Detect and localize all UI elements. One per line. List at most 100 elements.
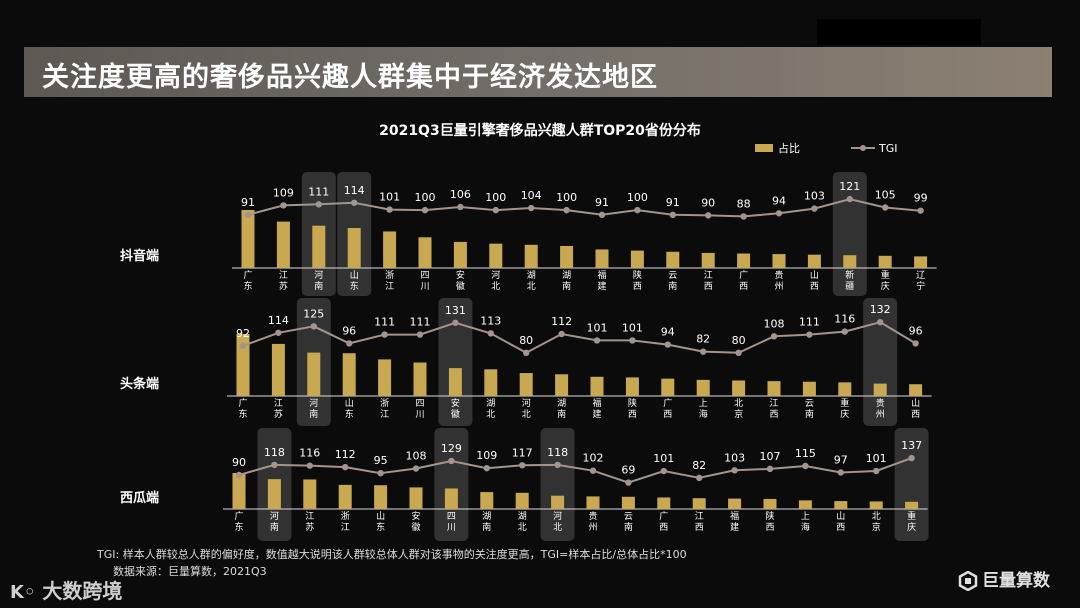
highlight-box-河北 — [540, 428, 575, 541]
tgi-point — [873, 467, 880, 475]
tgi-point — [593, 337, 601, 344]
tgi-point — [598, 211, 606, 219]
title-banner — [24, 47, 1052, 97]
tgi-value-label: 80 — [519, 334, 533, 347]
category-label-top: 上 — [699, 398, 708, 409]
category-label-bottom: 京 — [734, 408, 743, 420]
tgi-point — [740, 213, 747, 220]
category-label-bottom: 北 — [491, 281, 500, 292]
legend-bar-label: 占比 — [778, 141, 800, 155]
tgi-point — [589, 467, 597, 474]
bar — [409, 487, 423, 509]
tgi-value-label: 100 — [415, 191, 436, 204]
tgi-point — [841, 328, 848, 335]
tgi-value-label: 103 — [724, 451, 745, 464]
tgi-point — [811, 205, 818, 212]
tgi-point — [917, 207, 924, 214]
category-label-top: 河 — [522, 397, 531, 409]
legend-line-dot — [860, 145, 866, 151]
tgi-point — [235, 471, 243, 479]
category-label-bottom: 东 — [234, 521, 243, 533]
tgi-point — [306, 462, 313, 469]
tgi-point — [377, 470, 384, 477]
category-label-top: 江 — [704, 270, 713, 281]
category-label-top: 云 — [668, 271, 677, 281]
category-label-bottom: 西 — [628, 409, 637, 420]
tgi-point — [239, 342, 247, 349]
tgi-value-label: 109 — [273, 186, 294, 199]
tgi-point — [837, 469, 844, 476]
category-label-bottom: 西 — [765, 522, 774, 533]
bar — [696, 379, 710, 396]
bar — [772, 254, 786, 268]
tgi-value-label: 101 — [653, 452, 674, 465]
category-label-bottom: 南 — [557, 408, 566, 420]
tgi-value-label: 90 — [701, 196, 715, 209]
tgi-point — [421, 206, 429, 214]
category-label-bottom: 庆 — [907, 521, 916, 533]
category-label-top: 湖 — [557, 398, 566, 409]
highlight-box-安徽 — [438, 298, 473, 426]
tgi-point — [669, 211, 676, 219]
category-label-bottom: 徽 — [451, 408, 460, 420]
tgi-value-label: 88 — [737, 197, 751, 210]
tgi-value-label: 111 — [308, 185, 329, 198]
tgi-value-label: 91 — [595, 196, 609, 209]
tgi-point — [416, 331, 424, 338]
category-label-top: 福 — [592, 397, 601, 409]
tgi-value-label: 105 — [875, 189, 896, 202]
hexagon-logo-icon — [958, 570, 978, 592]
tgi-point — [770, 333, 778, 340]
tgi-point — [271, 461, 278, 469]
bar — [241, 210, 255, 268]
legend-bar-swatch — [755, 144, 773, 152]
tgi-value-label: 114 — [344, 184, 365, 197]
category-label-bottom: 苏 — [279, 280, 288, 292]
category-label-top: 浙 — [341, 510, 350, 522]
tgi-value-label: 118 — [547, 446, 568, 459]
tgi-point — [802, 462, 809, 470]
bar — [728, 498, 742, 509]
category-label-top: 江 — [274, 398, 283, 409]
category-label-bottom: 州 — [588, 522, 597, 533]
bar — [413, 362, 427, 396]
tgi-point — [806, 331, 813, 338]
tgi-value-label: 116 — [834, 313, 855, 326]
category-label-bottom: 苏 — [305, 521, 314, 533]
tgi-value-label: 108 — [764, 317, 785, 330]
bar — [869, 501, 883, 509]
tgi-point — [244, 211, 252, 219]
category-label-top: 贵 — [588, 510, 597, 522]
tgi-value-label: 100 — [485, 191, 506, 204]
bar — [763, 498, 777, 509]
bar — [621, 496, 635, 509]
bar — [374, 485, 388, 509]
tgi-value-label: 103 — [804, 190, 825, 203]
tgi-point — [492, 206, 499, 214]
tgi-footnote: TGI: 样本人群较总人群的偏好度，数值越大说明该人群较总体人群对该事物的关注度… — [97, 548, 687, 561]
tgi-point — [457, 203, 464, 211]
tgi-point — [664, 341, 671, 348]
category-label-bottom: 州 — [774, 281, 783, 292]
category-label-bottom: 南 — [309, 408, 318, 420]
category-label-top: 辽 — [916, 270, 925, 281]
bar — [802, 381, 816, 396]
tgi-value-label: 100 — [556, 191, 577, 204]
category-label-bottom: 江 — [385, 281, 394, 292]
tgi-point — [908, 454, 915, 462]
category-label-bottom: 苏 — [274, 408, 283, 420]
bar — [338, 484, 352, 509]
category-label-bottom: 徽 — [411, 521, 420, 533]
category-label-top: 广 — [238, 397, 247, 409]
tgi-value-label: 131 — [445, 304, 466, 317]
tgi-value-label: 91 — [666, 196, 680, 209]
category-label-top: 陕 — [765, 510, 774, 522]
category-label-bottom: 建 — [597, 280, 606, 292]
panel-label: 西瓜端 — [120, 490, 159, 506]
panel-label: 抖音端 — [120, 248, 159, 264]
category-label-bottom: 西 — [663, 409, 672, 420]
category-label-top: 北 — [872, 511, 881, 522]
category-label-bottom: 江 — [341, 522, 350, 533]
tgi-value-label: 125 — [303, 307, 324, 320]
tgi-point — [846, 195, 853, 203]
